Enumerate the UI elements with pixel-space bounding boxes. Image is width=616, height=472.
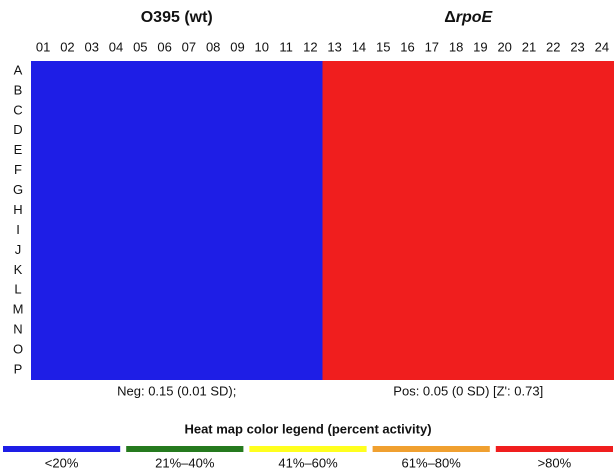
column-label: 05	[133, 39, 147, 54]
row-label: J	[15, 242, 22, 257]
column-label: 04	[109, 39, 123, 54]
column-label: 15	[376, 39, 390, 54]
row-label: F	[14, 162, 22, 177]
column-label: 07	[182, 39, 196, 54]
group-title-text: rpoE	[456, 9, 494, 26]
column-label: 22	[546, 39, 560, 54]
legend-swatch	[372, 446, 490, 452]
plate-block	[322, 61, 614, 380]
column-label: 24	[595, 39, 609, 54]
row-label: N	[13, 322, 22, 337]
row-label: O	[13, 342, 23, 357]
column-label: 12	[303, 39, 317, 54]
legend-label: 21%–40%	[155, 455, 215, 470]
plate-block	[31, 61, 323, 380]
row-label: D	[13, 122, 22, 137]
group-title: O395 (wt)	[141, 9, 213, 26]
column-label: 19	[473, 39, 487, 54]
group-title-text: O395 (wt)	[141, 9, 213, 26]
column-label: 16	[400, 39, 414, 54]
legend-swatch	[249, 446, 367, 452]
group-note: Pos: 0.05 (0 SD) [Z': 0.73]	[393, 383, 543, 398]
row-label: P	[14, 361, 23, 376]
row-label: K	[14, 262, 23, 277]
row-label: E	[14, 142, 23, 157]
group-title: ΔrpoE	[444, 9, 493, 26]
legend-title: Heat map color legend (percent activity)	[184, 421, 431, 436]
column-label: 13	[327, 39, 341, 54]
legend-label: 41%–60%	[278, 455, 338, 470]
column-label: 06	[157, 39, 171, 54]
row-label: L	[14, 282, 21, 297]
legend-swatch	[3, 446, 121, 452]
legend-swatch	[495, 446, 613, 452]
column-label: 02	[60, 39, 74, 54]
column-label: 20	[497, 39, 511, 54]
group-note: Neg: 0.15 (0.01 SD);	[117, 383, 236, 398]
row-label: C	[13, 102, 22, 117]
column-label: 03	[84, 39, 98, 54]
column-label: 09	[230, 39, 244, 54]
legend-label: <20%	[45, 455, 79, 470]
legend-label: 61%–80%	[402, 455, 462, 470]
legend-label: >80%	[538, 455, 572, 470]
column-label: 14	[352, 39, 366, 54]
row-label: G	[13, 182, 23, 197]
column-label: 01	[36, 39, 50, 54]
row-label: M	[13, 302, 24, 317]
column-label: 21	[522, 39, 536, 54]
row-label: I	[16, 222, 20, 237]
column-label: 08	[206, 39, 220, 54]
legend-swatch	[126, 446, 244, 452]
column-label: 11	[279, 39, 293, 54]
row-label: A	[14, 62, 23, 77]
column-label: 18	[449, 39, 463, 54]
column-label: 10	[255, 39, 269, 54]
row-label: H	[13, 202, 22, 217]
column-label: 23	[570, 39, 584, 54]
group-title-symbol: Δ	[444, 9, 456, 26]
column-label: 17	[425, 39, 439, 54]
row-label: B	[14, 82, 23, 97]
